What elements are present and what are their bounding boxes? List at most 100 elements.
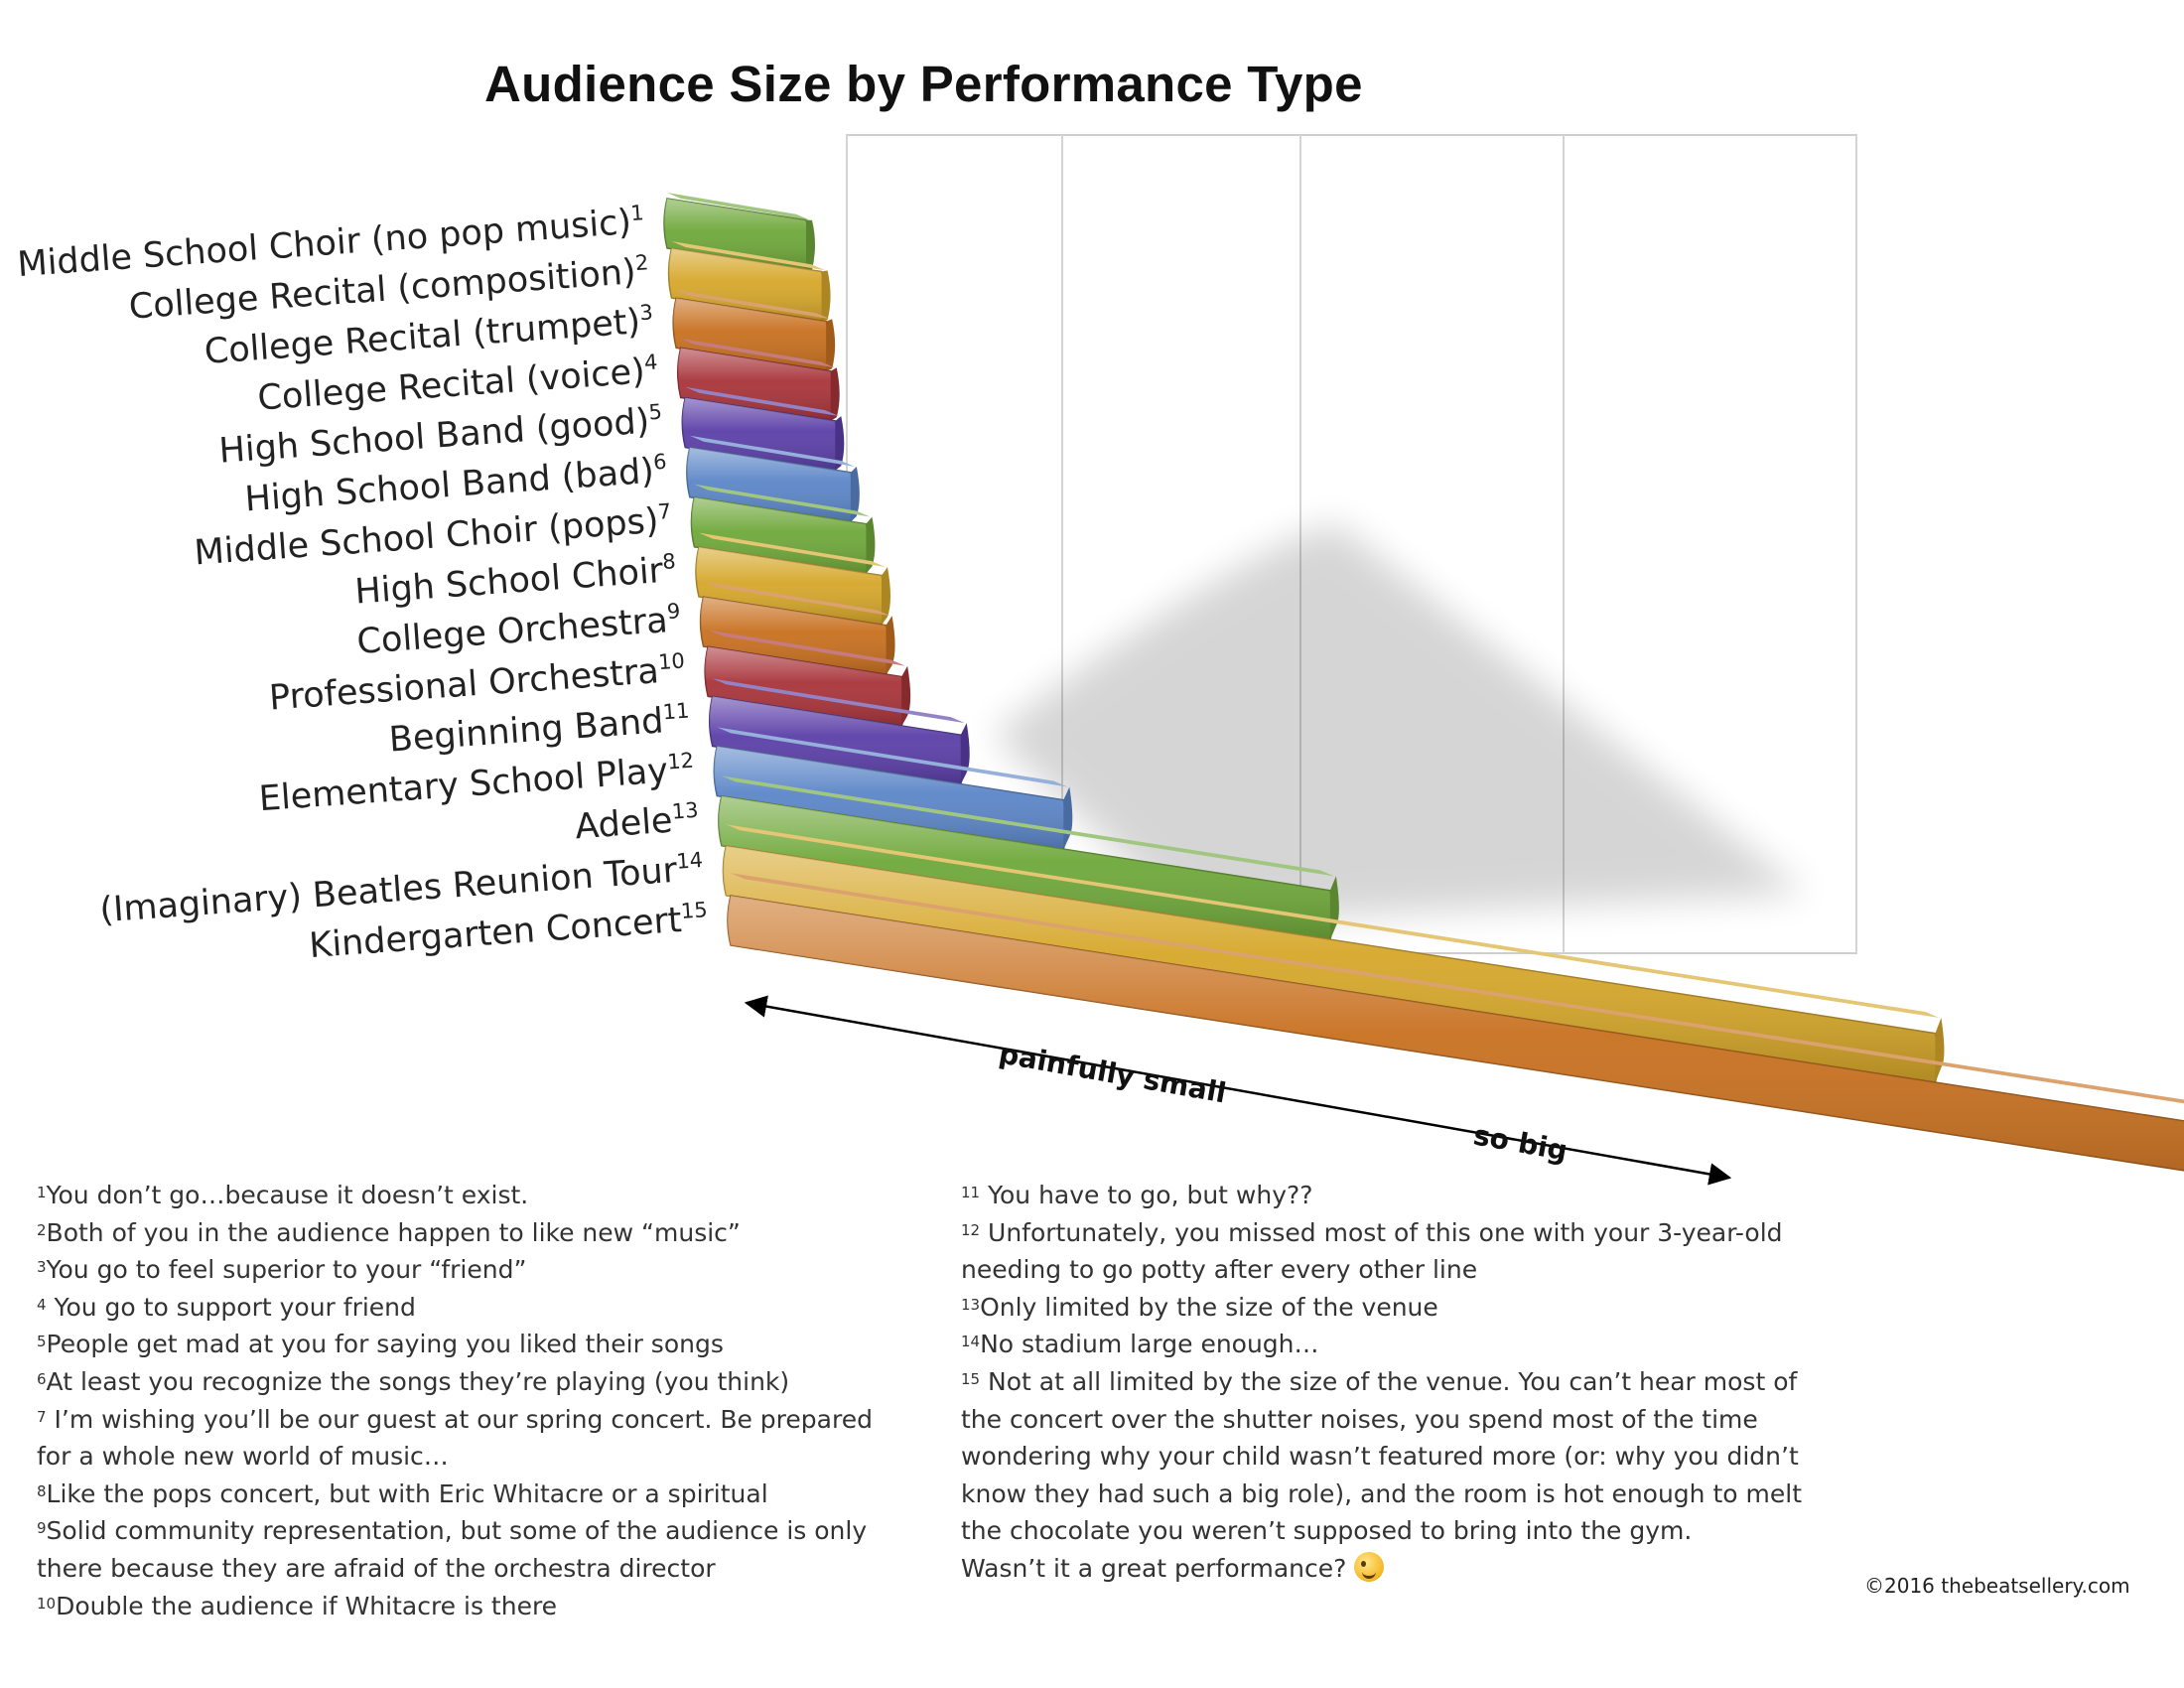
footnote-text: Unfortunately, you missed most of this o… (961, 1217, 1791, 1285)
footnote-15: 15 Not at all limited by the size of the… (961, 1363, 1825, 1550)
bar-top-face (726, 824, 1940, 1019)
category-label-11: Beginning Band11 (388, 699, 692, 761)
bar-top-face (685, 386, 840, 417)
bar-top-face (712, 678, 965, 724)
bar-gloss (686, 447, 854, 522)
footnote-text: People get mad at you for saying you lik… (46, 1330, 724, 1359)
footnote-6: 6At least you recognize the songs they’r… (37, 1363, 910, 1401)
footnote-5: 5People get mad at you for saying you li… (37, 1326, 910, 1363)
footnote-text: Both of you in the audience happen to li… (46, 1217, 741, 1247)
bar-top-face (676, 289, 831, 320)
footnote-7: 7 I’m wishing you’ll be our guest at our… (37, 1401, 910, 1476)
bar-11 (708, 678, 970, 786)
axis-label-small: painfully small (997, 1037, 1229, 1109)
bar-gloss (709, 696, 964, 785)
footnote-mark: 8 (661, 549, 676, 574)
footnote-text: You have to go, but why?? (980, 1181, 1313, 1209)
bar-top-face (731, 873, 2184, 1104)
bar-shadows (993, 525, 1807, 923)
footnote-text: You go to feel superior to your “friend” (46, 1255, 527, 1285)
footnote-13: 13Only limited by the size of the venue (961, 1289, 1825, 1327)
category-label-13: Adele13 (574, 798, 701, 848)
footnote-number: 13 (961, 1295, 981, 1314)
footnote-mark: 5 (648, 400, 663, 425)
footnote-10: 10Double the audience if Whitacre is the… (37, 1588, 910, 1625)
axis-label-big: so big (1471, 1118, 1570, 1167)
category-labels: Middle School Choir (no pop music)1Colle… (16, 201, 708, 966)
footnote-text: Like the pops concert, but with Eric Whi… (46, 1478, 768, 1508)
bar-top-face (717, 727, 1068, 787)
bar-end-face (1935, 1018, 1945, 1083)
bar-top-face (671, 240, 826, 271)
footnote-number: 5 (37, 1333, 47, 1351)
footnotes-left: 1You don’t go…because it doesn’t exist. 2… (37, 1177, 910, 1624)
bar-end-face (850, 466, 860, 522)
bar-gloss (718, 795, 1333, 940)
footnote-1: 1You don’t go…because it doesn’t exist. (37, 1177, 910, 1214)
footnote-3: 3You go to feel superior to your “friend… (37, 1251, 910, 1289)
footnote-number: 12 (961, 1220, 981, 1239)
bar-top-face (680, 338, 835, 368)
footnote-text: Double the audience if Whitacre is there (56, 1591, 558, 1620)
footnote-mark: 9 (666, 599, 681, 624)
footnote-14: 14No stadium large enough… (961, 1326, 1825, 1363)
bar-end-face (882, 567, 890, 626)
closing-line-text: Wasn’t it a great performance? (961, 1553, 1347, 1583)
bar-top-face (703, 581, 890, 617)
footnote-11: 11 You have to go, but why?? (961, 1177, 1825, 1214)
bar-12 (713, 727, 1073, 851)
bar-top-face (689, 435, 855, 467)
category-label-text: College Orchestra (355, 601, 669, 662)
footnote-text: You don’t go…because it doesn’t exist. (46, 1181, 529, 1209)
footnote-12: 12 Unfortunately, you missed most of thi… (961, 1214, 1825, 1289)
footnote-number: 3 (37, 1258, 47, 1277)
bar-top-face (694, 484, 871, 517)
footnote-number: 9 (37, 1519, 47, 1538)
footnote-number: 10 (37, 1594, 57, 1613)
bar-top-face (721, 775, 1334, 877)
category-label-text: Beginning Band (388, 701, 665, 760)
footnote-number: 15 (961, 1369, 981, 1388)
footnote-text: I’m wishing you’ll be our guest at our s… (37, 1404, 881, 1472)
bar-6 (686, 435, 860, 523)
footnote-text: Solid community representation, but some… (37, 1516, 876, 1583)
footnote-mark: 4 (643, 351, 658, 375)
bar-gloss (714, 746, 1067, 850)
winking-face-with-tongue-icon (1354, 1551, 1385, 1582)
bar-end-face (830, 367, 840, 421)
footnote-text: Not at all limited by the size of the ve… (961, 1366, 1810, 1546)
footnote-number: 4 (37, 1295, 47, 1314)
footnote-mark: 11 (662, 699, 690, 725)
footnote-number: 7 (37, 1407, 47, 1426)
footnotes-right: 11 You have to go, but why?? 12 Unfortuna… (961, 1177, 1825, 1588)
footnote-number: 8 (37, 1481, 47, 1500)
chart-title: Audience Size by Performance Type (484, 56, 1363, 112)
footnote-2: 2Both of you in the audience happen to l… (37, 1214, 910, 1252)
footnote-text: Only limited by the size of the venue (980, 1292, 1438, 1322)
footnote-mark: 6 (652, 450, 667, 475)
footnote-mark: 2 (634, 250, 649, 275)
bar-gloss (664, 199, 809, 270)
footnote-text: No stadium large enough… (980, 1330, 1319, 1359)
footnote-mark: 12 (666, 749, 694, 774)
footnote-mark: 1 (629, 201, 644, 225)
footnote-mark: 15 (680, 898, 708, 923)
bar-end-face (806, 219, 815, 270)
category-label-text: Adele (574, 801, 674, 848)
footnote-mark: 13 (671, 798, 699, 824)
bar-end-face (866, 516, 876, 574)
footnotes-right-list: 11 You have to go, but why?? 12 Unfortuna… (961, 1177, 1825, 1550)
size-axis-arrow (744, 995, 1732, 1186)
bar-end-face (1329, 876, 1339, 940)
footnote-9: 9Solid community representation, but som… (37, 1512, 910, 1587)
footnote-mark: 3 (639, 300, 654, 325)
bar-gloss (705, 646, 905, 727)
footnote-number: 6 (37, 1369, 47, 1388)
footnote-4: 4 You go to support your friend (37, 1289, 910, 1327)
copyright: ©2016 thebeatsellery.com (1864, 1574, 2130, 1598)
footnote-8: 8Like the pops concert, but with Eric Wh… (37, 1476, 910, 1513)
bar-end-face (826, 319, 836, 371)
footnote-mark: 7 (657, 499, 672, 524)
bar-top-face (699, 532, 886, 568)
